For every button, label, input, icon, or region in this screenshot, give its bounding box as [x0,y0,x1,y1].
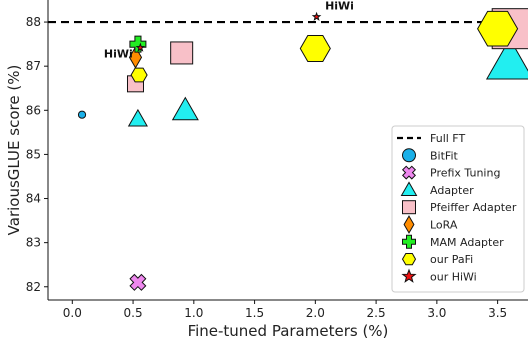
our-pafi-point [477,10,519,47]
legend-label: our PaFi [430,253,473,266]
legend-label: Pfeiffer Adapter [430,201,517,214]
y-axis-title: VariousGLUE score (%) [5,65,23,236]
y-tick-label: 87 [26,59,41,73]
legend-entry-our-pafi: our PaFi [401,253,473,266]
legend-entry-lora: LoRA [403,215,458,234]
annotations: HiWi HiWi [104,0,354,60]
bitfit-point [77,110,87,119]
axes: 0.0 0.5 1.0 1.5 2.0 2.5 3.0 3.5 82 83 84 85 86 87 88 [26,0,528,320]
legend-marker-prefix-tuning [401,165,417,180]
adapter-point [171,96,199,121]
adapter-point [485,37,528,80]
legend-label: LoRA [430,219,458,232]
x-tick-label: 1.0 [184,306,203,320]
legend-marker-our-pafi [401,253,417,266]
legend-label: our HiWi [430,270,477,283]
legend-entry-bitfit: BitFit [402,148,458,163]
x-tick-label: 0.0 [63,306,82,320]
x-axis-title: Fine-tuned Parameters (%) [188,322,389,340]
hiwi-annotation: HiWi [325,0,354,13]
legend: Full FT BitFit Prefix Tuning Adapter Pfeiffe… [391,125,525,293]
adapter-point [127,108,148,127]
legend-marker-our-hiwi [401,268,417,283]
x-tick-label: 2.5 [367,306,386,320]
our-pafi-point [130,67,148,83]
legend-marker-adapter [400,181,418,196]
y-tick-label: 88 [26,15,41,29]
legend-box [391,125,525,293]
our-hiwi-point [135,42,146,52]
y-tick-label: 85 [26,147,41,161]
y-tick-label: 83 [26,236,41,250]
legend-marker-mam-adapter [402,234,416,249]
x-tick-label: 0.5 [124,306,143,320]
legend-marker-bitfit [402,148,416,163]
legend-marker-lora [403,215,415,234]
x-tick-label: 3.5 [488,306,507,320]
legend-entry-pfeiffer-adapter: Pfeiffer Adapter [402,200,517,215]
y-tick-label: 86 [26,103,41,117]
x-tick-label: 2.0 [306,306,325,320]
legend-label: Adapter [430,184,474,197]
pfeiffer-adapter-point [170,41,194,65]
our-hiwi-point [311,11,322,21]
legend-label: MAM Adapter [430,236,504,249]
legend-marker-pfeiffer-adapter [402,200,416,215]
legend-entry-our-hiwi: our HiWi [401,268,477,283]
hiwi-annotation: HiWi [104,47,133,60]
data-markers [48,8,528,291]
legend-label: Prefix Tuning [430,167,500,180]
prefix-tuning-point [129,273,147,291]
legend-entry-mam-adapter: MAM Adapter [402,234,504,249]
x-tick-label: 1.5 [245,306,264,320]
legend-entry-adapter: Adapter [400,181,474,197]
mam-adapter-point [129,35,147,53]
y-tick-label: 82 [26,280,41,294]
x-tick-label: 3.0 [427,306,446,320]
legend-entry-full-ft: Full FT [397,132,465,145]
y-tick-label: 84 [26,192,41,206]
our-pafi-point [299,35,331,62]
legend-entry-prefix-tuning: Prefix Tuning [401,165,500,180]
legend-label: BitFit [430,149,458,162]
legend-label: Full FT [430,132,465,145]
